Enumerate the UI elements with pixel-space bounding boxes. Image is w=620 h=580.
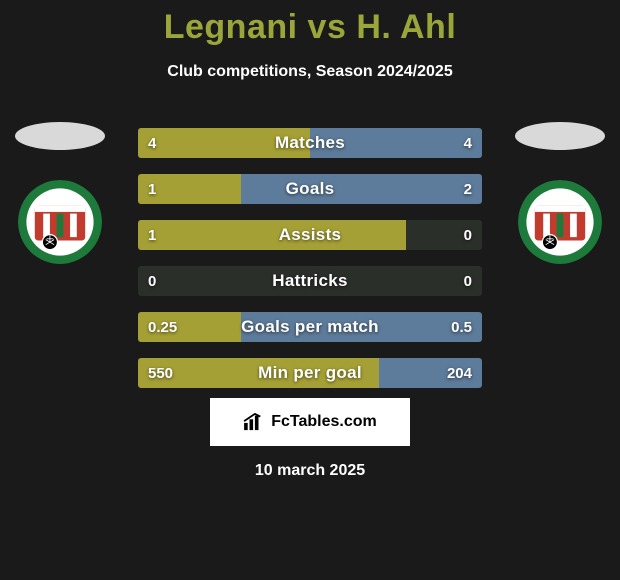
stat-label: Min per goal — [138, 358, 482, 388]
stat-label: Assists — [138, 220, 482, 250]
player-right-name: H. Ahl — [356, 8, 456, 46]
stat-label: Goals per match — [138, 312, 482, 342]
stat-row: 12Goals — [138, 174, 482, 204]
subtitle: Club competitions, Season 2024/2025 — [0, 63, 620, 81]
vs-text: vs — [308, 8, 347, 46]
attribution-badge[interactable]: FcTables.com — [210, 398, 410, 446]
club-crest-right — [518, 180, 602, 264]
club-crest-left — [18, 180, 102, 264]
attribution-text: FcTables.com — [271, 413, 377, 431]
stat-row: 00Hattricks — [138, 266, 482, 296]
stat-row: 44Matches — [138, 128, 482, 158]
stat-label: Goals — [138, 174, 482, 204]
chart-icon — [243, 413, 265, 431]
stat-row: 550204Min per goal — [138, 358, 482, 388]
page-title: Legnani vs H. Ahl — [0, 0, 620, 47]
left-player-column — [0, 108, 120, 264]
stat-row: 10Assists — [138, 220, 482, 250]
player-left-name: Legnani — [164, 8, 298, 46]
player-right-placeholder — [515, 122, 605, 150]
stat-row: 0.250.5Goals per match — [138, 312, 482, 342]
right-player-column — [500, 108, 620, 264]
player-left-placeholder — [15, 122, 105, 150]
bars-container: 44Matches 12Goals 10Assists 00Hattricks 0.25… — [138, 128, 482, 404]
stat-label: Matches — [138, 128, 482, 158]
crest-svg-right — [518, 180, 602, 264]
date-text: 10 march 2025 — [0, 462, 620, 480]
crest-svg-left — [18, 180, 102, 264]
stat-label: Hattricks — [138, 266, 482, 296]
